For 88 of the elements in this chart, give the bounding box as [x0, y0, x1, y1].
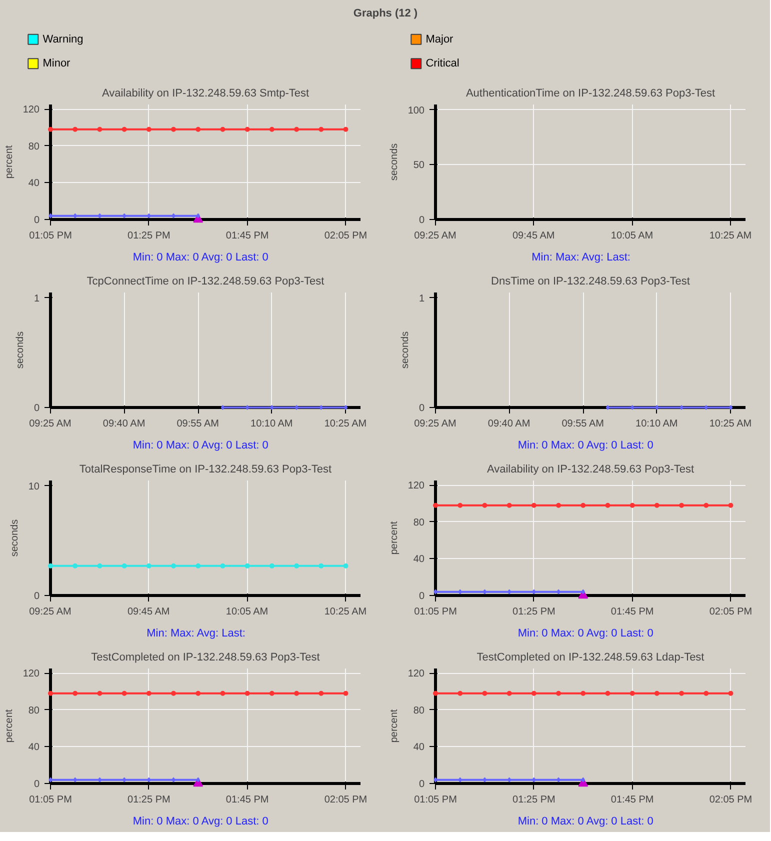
x-tick-label: 01:45 PM — [226, 230, 269, 242]
chart-title: AuthenticationTime on IP-132.248.59.63 Pop3-Test — [466, 88, 716, 100]
x-tick-label: 01:25 PM — [512, 794, 556, 806]
chart-title: Availability on IP-132.248.59.63 Pop3-Test — [486, 464, 694, 476]
chart-title: TestCompleted on IP-132.248.59.63 Pop3-Test — [91, 652, 320, 664]
text: Min: 0 Max: 0 Avg: 0 Last: 0 — [132, 252, 268, 264]
y-tick-label: 80 — [413, 705, 425, 716]
x-tick-label: 01:05 PM — [29, 794, 72, 806]
category-label: Major — [426, 33, 454, 46]
y-axis-title: percent — [388, 709, 400, 743]
chart-title: DnsTime on IP-132.248.59.63 Pop3-Test — [491, 276, 690, 288]
y-tick-label: 100 — [408, 105, 425, 116]
category-label: Critical — [426, 58, 460, 70]
y-tick-label: 120 — [408, 480, 425, 492]
x-tick-label: 09:55 AM — [562, 418, 604, 430]
x-tick-label: 09:40 AM — [488, 418, 530, 430]
y-tick-label: 0 — [34, 779, 40, 790]
y-tick-label: 40 — [413, 742, 425, 754]
text: Min: 0 Max: 0 Avg: 0 Last: 0 — [518, 628, 654, 640]
y-tick-label: 10 — [28, 481, 40, 492]
x-tick-label: 09:40 AM — [102, 418, 146, 430]
y-axis-title: seconds — [388, 143, 400, 181]
y-tick-label: 80 — [28, 141, 40, 152]
y-tick-label: 80 — [28, 705, 40, 716]
x-tick-label: 01:45 PM — [226, 794, 269, 806]
y-tick-label: 0 — [34, 215, 40, 226]
x-tick-label: 09:25 AM — [414, 418, 456, 430]
y-tick-label: 0 — [34, 403, 40, 414]
text: Min: 0 Max: 0 Avg: 0 Last: 0 — [518, 440, 654, 452]
y-axis-title: percent — [4, 145, 15, 179]
x-tick-label: 10:25 AM — [709, 418, 752, 430]
x-tick-label: 09:45 AM — [128, 606, 170, 618]
y-tick-label: 40 — [28, 742, 40, 754]
x-tick-label: 10:25 AM — [709, 230, 752, 242]
y-tick-label: 80 — [413, 517, 425, 528]
x-tick-label: 10:10 AM — [250, 418, 293, 430]
x-tick-label: 10:10 AM — [636, 418, 678, 430]
chart-title: TcpConnectTime on IP-132.248.59.63 Pop3-Test — [86, 276, 324, 288]
category-label: Warning — [42, 33, 84, 46]
y-tick-label: 1 — [418, 293, 425, 304]
text: Min: Max: Avg: Last: — [532, 252, 630, 264]
y-axis-title: seconds — [14, 331, 26, 369]
x-tick-label: 09:25 AM — [414, 230, 456, 242]
x-tick-label: 02:05 PM — [324, 230, 368, 242]
y-tick-label: 120 — [22, 104, 40, 116]
x-tick-label: 01:05 PM — [414, 794, 457, 806]
text: Min: Max: Avg: Last: — [146, 628, 246, 640]
x-tick-label: 01:25 PM — [128, 794, 170, 806]
y-axis-title: percent — [388, 521, 400, 555]
x-tick-label: 01:45 PM — [610, 606, 654, 618]
text: Min: 0 Max: 0 Avg: 0 Last: 0 — [132, 816, 268, 828]
y-tick-label: 0 — [418, 779, 425, 790]
y-axis-title: seconds — [400, 331, 411, 369]
x-tick-label: 01:05 PM — [414, 606, 457, 618]
x-tick-label: 01:25 PM — [128, 230, 170, 242]
x-tick-label: 01:45 PM — [610, 794, 654, 806]
y-tick-label: 120 — [408, 668, 425, 680]
x-tick-label: 09:25 AM — [29, 418, 72, 430]
text: Graphs (12 ) — [353, 8, 418, 20]
chart-title: TestCompleted on IP-132.248.59.63 Ldap-Test — [476, 652, 704, 664]
text: Min: 0 Max: 0 Avg: 0 Last: 0 — [132, 440, 268, 452]
x-tick-label: 02:05 PM — [324, 794, 368, 806]
x-tick-label: 01:25 PM — [512, 606, 556, 618]
y-tick-label: 0 — [418, 403, 425, 414]
y-tick-label: 40 — [413, 554, 425, 566]
x-tick-label: 09:25 AM — [29, 606, 72, 618]
y-axis-title: percent — [4, 709, 15, 743]
x-tick-label: 10:05 AM — [226, 606, 268, 618]
y-tick-label: 0 — [34, 591, 40, 602]
chart-title: TotalResponseTime on IP-132.248.59.63 Pop3-Test — [79, 464, 332, 476]
x-tick-label: 01:05 PM — [29, 230, 72, 242]
chart-title: Availability on IP-132.248.59.63 Smtp-Test — [102, 88, 310, 100]
x-tick-label: 10:25 AM — [324, 606, 367, 618]
y-tick-label: 120 — [22, 668, 40, 680]
y-tick-label: 1 — [34, 293, 40, 304]
x-tick-label: 09:55 AM — [176, 418, 219, 430]
y-axis-title: seconds — [9, 519, 20, 557]
y-tick-label: 0 — [418, 591, 425, 602]
y-tick-label: 0 — [418, 215, 425, 226]
y-tick-label: 40 — [28, 178, 40, 190]
category-label: Minor — [42, 58, 71, 70]
x-tick-label: 09:45 AM — [512, 230, 555, 242]
text: Min: 0 Max: 0 Avg: 0 Last: 0 — [518, 816, 654, 828]
x-tick-label: 10:05 AM — [610, 230, 654, 242]
y-tick-label: 50 — [413, 160, 425, 172]
x-tick-label: 10:25 AM — [324, 418, 367, 430]
x-tick-label: 02:05 PM — [709, 606, 752, 618]
x-tick-label: 02:05 PM — [709, 794, 752, 806]
